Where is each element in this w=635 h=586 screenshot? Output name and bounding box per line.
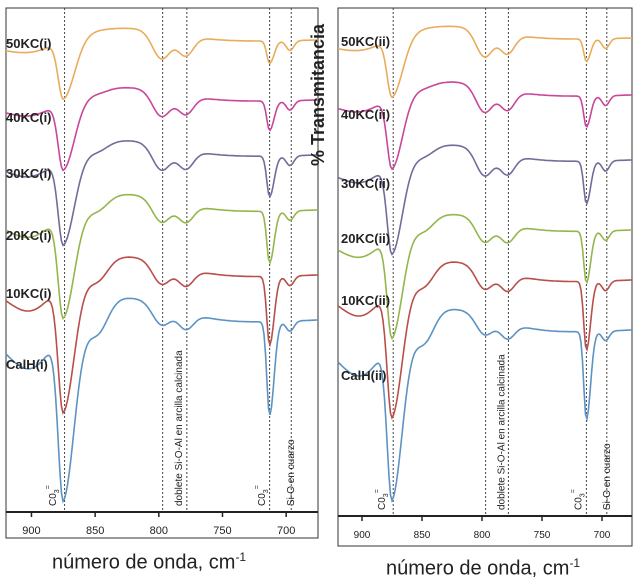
curve-label: CalH(i) [6, 357, 48, 372]
curve-label: 40KC(ii) [341, 107, 390, 122]
spectrum-line-CalH(i) [5, 297, 318, 504]
spectrum-line-10KC(ii) [337, 261, 632, 420]
x-tick-label: 900 [22, 525, 40, 537]
x-tick-label: 700 [594, 530, 611, 541]
spectrum-line-30KC(ii) [337, 144, 632, 256]
band-annotation: Si-O en cuarzo [602, 443, 613, 510]
spectrum-line-30KC(i) [5, 140, 318, 247]
x-axis-label-i: número de onda, cm-1 [52, 550, 247, 574]
band-annotation: doblete Si-O-Al en arcilla calcinada [174, 350, 185, 506]
band-annotation: C03= [45, 485, 61, 506]
x-axis-label-ii: número de onda, cm-1 [386, 556, 581, 580]
curve-label: 20KC(ii) [341, 231, 390, 246]
x-tick-label: 900 [354, 530, 371, 541]
band-annotation: Si-O en cuarzo [286, 439, 297, 506]
band-annotation: C03= [374, 489, 390, 510]
spectrum-line-40KC(ii) [337, 81, 632, 171]
y-axis-label: % Transmitancia [308, 23, 328, 166]
curve-label: CalH(ii) [341, 368, 387, 383]
curve-label: 50KC(i) [6, 36, 52, 51]
spectrum-line-10KC(i) [5, 256, 318, 415]
x-tick-label: 850 [86, 525, 104, 537]
x-tick-label: 700 [277, 525, 295, 537]
band-annotation: C03= [254, 485, 270, 506]
x-tick-label: 850 [414, 530, 431, 541]
curve-label: 20KC(i) [6, 228, 52, 243]
x-tick-label: 750 [534, 530, 551, 541]
spectrum-line-50KC(i) [5, 27, 318, 101]
x-tick-label: 800 [150, 525, 168, 537]
spectrum-line-20KC(i) [5, 193, 318, 320]
spectrum-line-40KC(i) [5, 87, 318, 172]
curve-label: 50KC(ii) [341, 34, 390, 49]
x-tick-label: 800 [474, 530, 491, 541]
curve-label: 10KC(i) [6, 286, 52, 301]
panel-ii: 900 850 800 750 700 50KC(ii) 40KC(ii) 30KC(ii) 2… [308, 7, 633, 547]
spectrum-line-50KC(ii) [337, 25, 632, 99]
spectrum-line-20KC(ii) [337, 213, 632, 340]
band-annotation: doblete Si-O-Al en arcilla calcinada [496, 354, 507, 510]
curve-label: 30KC(ii) [341, 176, 390, 191]
band-annotation: C03= [571, 489, 587, 510]
plot-frame [5, 7, 319, 539]
curve-label: 30KC(i) [6, 166, 52, 181]
plot-frame [337, 7, 633, 547]
curve-label: 10KC(ii) [341, 293, 390, 308]
spectrum-line-CalH(ii) [337, 308, 632, 503]
x-tick-label: 750 [213, 525, 231, 537]
curve-label: 40KC(i) [6, 110, 52, 125]
panel-i: 900 850 800 750 700 50KC(i) 40KC(i) 30KC(i) 20KC… [5, 7, 319, 539]
